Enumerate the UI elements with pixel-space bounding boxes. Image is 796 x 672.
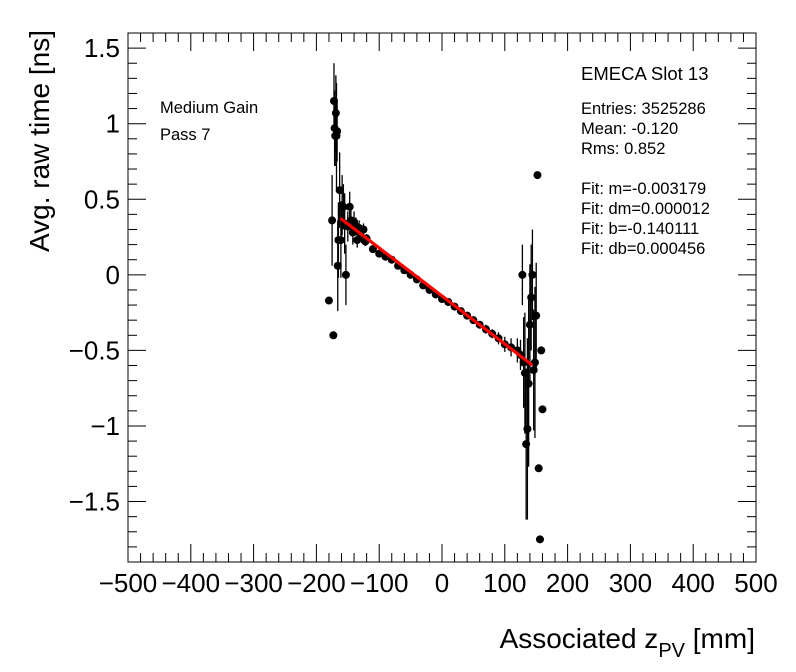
stats-fit-b: Fit: b=-0.140111: [581, 220, 699, 238]
x-axis-title-subscript: PV: [658, 640, 685, 662]
y-tick-label: 1: [106, 109, 120, 139]
data-point: [528, 270, 537, 279]
data-point: [518, 270, 527, 279]
y-axis-title: Avg. raw time [ns]: [24, 30, 55, 252]
data-point: [328, 216, 337, 225]
fit-layer: [339, 217, 533, 366]
data-point: [538, 405, 547, 414]
data-point: [329, 331, 338, 340]
x-axis-title: Associated zPV [mm]: [500, 623, 755, 662]
x-tick-label: 200: [546, 568, 589, 598]
data-point: [529, 366, 538, 375]
y-tick-label: 0.5: [84, 184, 120, 214]
stats-fit-dm: Fit: dm=0.000012: [581, 200, 710, 218]
y-tick-label: −1: [90, 411, 120, 441]
data-points: [324, 97, 547, 544]
data-point: [525, 320, 534, 329]
data-point: [520, 369, 529, 378]
data-point: [522, 440, 531, 449]
x-axis-tick-labels: −500 −400 −300 −200 −100 0 100 200 300 400 500: [99, 568, 778, 598]
data-point: [333, 127, 342, 136]
data-point: [534, 464, 543, 473]
data-point: [333, 261, 342, 270]
x-axis-title-unit: [mm]: [685, 623, 755, 654]
data-point: [329, 97, 338, 106]
data-point: [535, 535, 544, 544]
data-point: [523, 424, 532, 433]
data-point: [537, 346, 546, 355]
y-axis-tick-labels: 1.5 1 0.5 0 −0.5 −1 −1.5: [69, 33, 120, 516]
x-tick-label: 400: [672, 568, 715, 598]
y-axis-ticks: [128, 32, 756, 563]
x-tick-label: −300: [224, 568, 283, 598]
x-tick-label: −200: [287, 568, 346, 598]
x-tick-label: 100: [483, 568, 526, 598]
data-point: [527, 293, 536, 302]
pass-annotation: Pass 7: [160, 126, 210, 144]
fit-line: [339, 217, 533, 366]
stats-fit-db: Fit: db=0.000456: [581, 240, 705, 258]
stats-fit-m: Fit: m=-0.003179: [581, 180, 706, 198]
x-axis-title-main: Associated z: [500, 623, 659, 654]
y-tick-label: 1.5: [84, 33, 120, 63]
data-point: [524, 379, 533, 388]
data-point: [359, 225, 368, 234]
data-point: [533, 171, 542, 180]
stats-title: EMECA Slot 13: [581, 63, 709, 84]
x-tick-label: −500: [99, 568, 158, 598]
x-tick-label: 0: [435, 568, 449, 598]
stats-rms: Rms: 0.852: [581, 140, 665, 158]
data-point: [345, 202, 354, 211]
data-point: [339, 202, 348, 211]
stats-box: EMECA Slot 13 Entries: 3525286 Mean: -0.…: [581, 63, 710, 258]
gain-annotation: Medium Gain: [160, 99, 258, 117]
stats-mean: Mean: -0.120: [581, 120, 678, 138]
data-point: [331, 109, 340, 118]
x-tick-label: 300: [609, 568, 652, 598]
data-point: [368, 245, 377, 254]
data-point: [530, 358, 539, 367]
x-tick-label: −400: [162, 568, 221, 598]
data-point: [336, 236, 345, 245]
y-tick-label: −0.5: [69, 335, 120, 365]
data-point: [335, 186, 344, 195]
y-tick-label: −1.5: [69, 487, 120, 517]
stats-entries: Entries: 3525286: [581, 100, 706, 118]
x-tick-label: 500: [734, 568, 777, 598]
data-point: [341, 270, 350, 279]
data-point: [532, 311, 541, 320]
data-point: [324, 296, 333, 305]
y-tick-label: 0: [106, 260, 120, 290]
data-point: [375, 249, 384, 258]
x-tick-label: −100: [350, 568, 409, 598]
